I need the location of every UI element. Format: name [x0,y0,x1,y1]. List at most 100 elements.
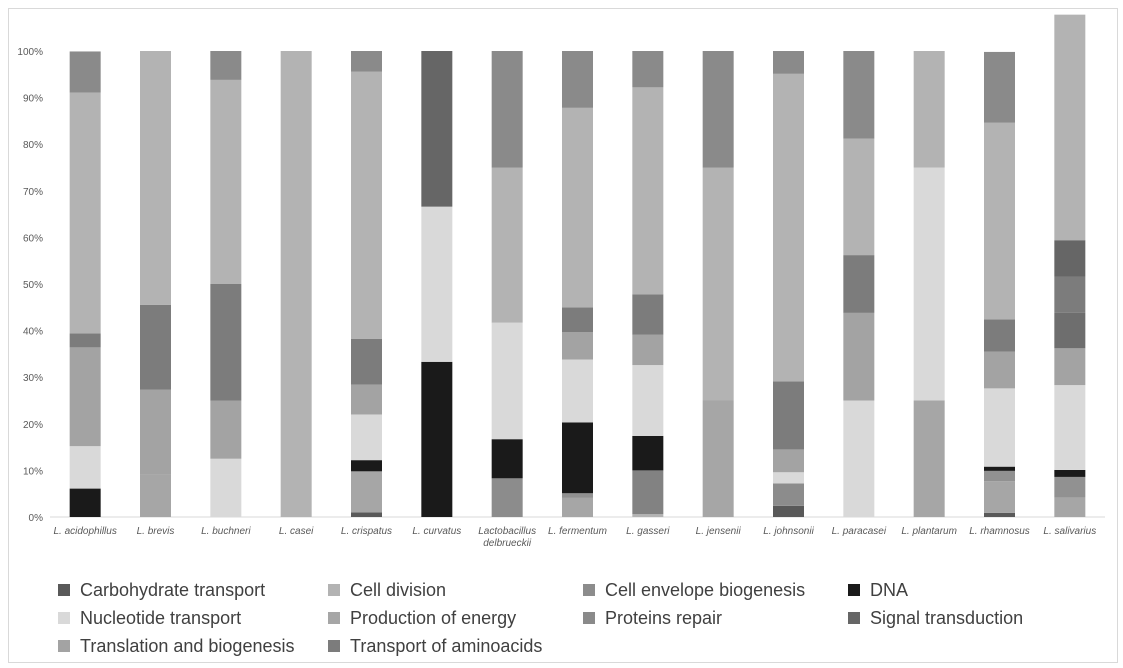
bar-segment [140,304,171,390]
bar-segment [69,446,101,489]
y-tick-label: 60% [23,233,43,244]
bar-segment [140,389,171,475]
legend-item: DNA [848,578,908,602]
legend-swatch [58,640,70,652]
x-tick-label: L. brevis [137,526,175,537]
bar-segment [69,51,101,93]
bar-segment [562,307,593,332]
y-tick-label: 0% [29,513,44,524]
legend-swatch [848,612,860,624]
bar-segment [1054,312,1086,349]
bar-segment [210,51,242,80]
y-tick-label: 80% [23,140,43,151]
bar-segment [1054,385,1086,470]
bar-segment [632,87,664,295]
bar-segment [562,107,593,308]
bar-segment [984,481,1015,513]
legend-swatch [328,584,340,596]
x-tick-label: L. gasseri [626,526,670,537]
x-tick-label: L. plantarum [901,526,957,537]
bar-segment [984,319,1015,352]
x-tick-label: L. salivarius [1043,526,1096,537]
bar-segment [351,414,382,461]
bar-segment [1054,240,1086,277]
bar-segment [140,474,171,517]
bar-segment [140,51,171,305]
bar-segment [562,51,593,108]
bar-segment [210,458,242,517]
bar-segment [491,167,523,323]
bar-segment [562,422,593,494]
legend-item: Proteins repair [583,606,722,630]
bar-segment [773,472,804,484]
y-tick-label: 100% [17,47,43,58]
bar-segment [491,322,523,440]
bar-segment [562,497,593,517]
bar-segment [632,365,664,436]
legend-swatch [58,584,70,596]
bar-segment [702,167,734,401]
legend-label: Signal transduction [870,607,1024,628]
bar-segment [632,51,664,88]
legend-label: Production of energy [350,607,517,628]
legend-swatch [848,584,860,596]
legend-swatch [58,612,70,624]
legend-label: Cell envelope biogenesis [605,579,806,600]
bar-segment [421,51,453,207]
bar-segment [632,435,664,471]
bar-segment [632,334,664,366]
y-tick-label: 30% [23,373,43,384]
legend-swatch [583,584,595,596]
legend-item: Transport of aminoacids [328,634,542,658]
bar-segment [421,361,453,517]
bar-segment [913,51,945,168]
bar-segment [773,505,804,517]
bar-segment [773,73,804,382]
bar-segment [984,470,1015,482]
chart-frame [8,8,1118,663]
legend-item: Cell division [328,578,446,602]
x-tick-label: delbrueckii [483,538,532,549]
bar-segment [562,493,593,498]
bar-segment [773,449,804,473]
bar-segment [210,400,242,459]
bar-segment [69,347,101,447]
bar-segment [843,400,875,517]
bar-segment [69,92,101,334]
bar-segment [421,206,453,362]
legend-swatch [328,640,340,652]
bar-segment [351,51,382,72]
bar-segment [1054,14,1086,241]
legend-item: Cell envelope biogenesis [583,578,805,602]
x-tick-label: L. jensenii [696,526,742,537]
y-tick-label: 90% [23,94,43,105]
legend-item: Carbohydrate transport [58,578,265,602]
bar-segment [984,51,1015,123]
bar-segment [773,483,804,506]
bar-segment [843,51,875,139]
bar-segment [702,400,734,517]
bar-segment [913,400,945,517]
bar-segment [351,384,382,415]
legend-swatch [328,612,340,624]
x-tick-label: L. buchneri [201,526,251,537]
bar-segment [351,71,382,339]
y-tick-label: 10% [23,466,43,477]
x-tick-label: L. casei [279,526,314,537]
bar-segment [984,351,1015,389]
y-tick-label: 40% [23,327,43,338]
x-tick-label: L. johnsonii [763,526,814,537]
x-tick-label: L. acidophillus [53,526,116,537]
bar-segment [351,471,382,513]
legend-label: Cell division [350,579,447,600]
legend-label: Transport of aminoacids [350,635,543,656]
bar-segment [843,312,875,401]
bar-segment [351,512,382,517]
bar-segment [632,470,664,515]
bar-segment [984,388,1015,467]
bar-segment [773,381,804,450]
bar-segment [1054,497,1086,517]
x-tick-label: L. crispatus [341,526,392,537]
legend-label: Proteins repair [605,607,723,628]
